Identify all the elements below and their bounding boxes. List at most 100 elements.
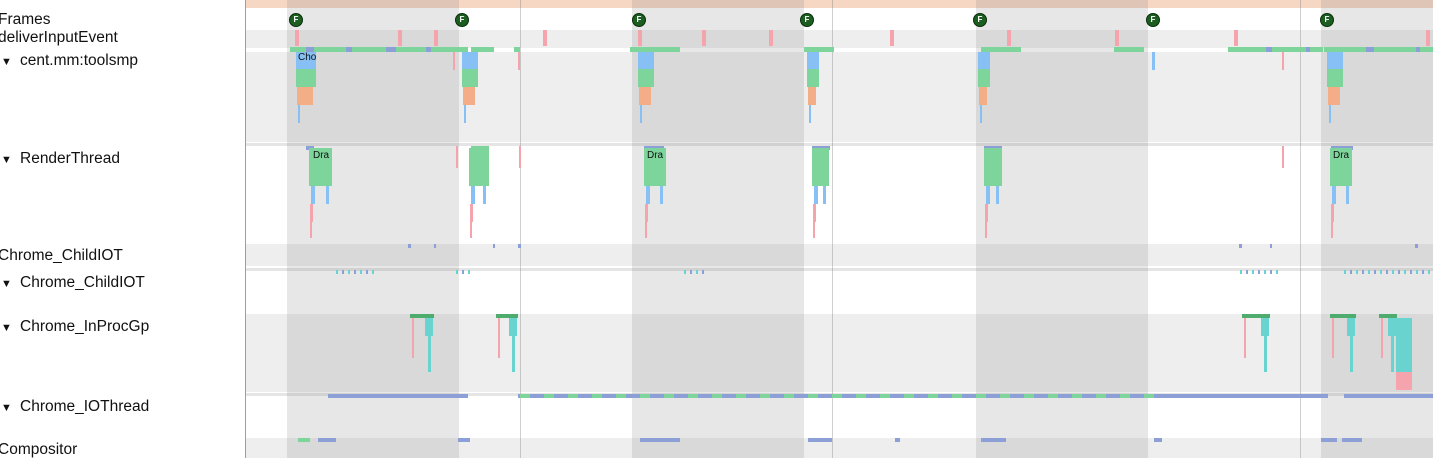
trace-slice[interactable] — [298, 105, 300, 123]
trace-slice[interactable] — [348, 270, 350, 274]
trace-slice[interactable] — [760, 394, 770, 398]
frame-marker-icon[interactable]: F — [632, 13, 646, 27]
trace-slice[interactable] — [366, 270, 368, 274]
trace-slice[interactable] — [1158, 394, 1328, 398]
trace-slice[interactable] — [890, 30, 894, 46]
trace-slice[interactable] — [895, 438, 900, 442]
trace-slice[interactable] — [1152, 52, 1155, 70]
frame-marker-icon[interactable]: F — [455, 13, 469, 27]
trace-slice[interactable] — [1342, 438, 1362, 442]
trace-slice[interactable] — [1239, 244, 1242, 248]
trace-slice[interactable] — [470, 204, 473, 222]
track-label-main-thread[interactable]: ▼ cent.mm:toolsmp — [0, 52, 138, 71]
trace-slice[interactable] — [520, 394, 530, 398]
trace-slice[interactable] — [984, 168, 1002, 186]
trace-slice[interactable] — [462, 69, 478, 87]
trace-slice[interactable] — [568, 394, 578, 398]
expand-toggle-icon[interactable]: ▼ — [1, 402, 12, 414]
trace-slice[interactable] — [812, 168, 829, 186]
trace-slice[interactable] — [1000, 394, 1010, 398]
trace-slice[interactable] — [1331, 222, 1333, 238]
trace-slice[interactable] — [1072, 394, 1082, 398]
trace-slice[interactable] — [645, 222, 647, 238]
trace-slice[interactable] — [544, 394, 554, 398]
trace-slice[interactable] — [456, 146, 458, 168]
trace-slice[interactable] — [1282, 52, 1284, 70]
trace-slice[interactable] — [1246, 270, 1248, 274]
trace-slice[interactable] — [296, 69, 316, 87]
trace-slice[interactable] — [1416, 270, 1418, 274]
trace-slice[interactable] — [981, 47, 1021, 52]
trace-slice[interactable] — [310, 222, 312, 238]
trace-slice[interactable] — [684, 270, 686, 274]
trace-slice[interactable] — [469, 148, 489, 168]
trace-slice[interactable] — [644, 168, 666, 186]
trace-slice[interactable] — [518, 52, 520, 70]
trace-slice[interactable] — [981, 438, 1006, 442]
trace-slice[interactable] — [1374, 270, 1376, 274]
trace-slice[interactable] — [616, 394, 626, 398]
trace-slice[interactable] — [986, 186, 990, 204]
trace-slice[interactable] — [712, 394, 722, 398]
trace-slice[interactable] — [592, 394, 602, 398]
trace-slice[interactable] — [493, 244, 495, 248]
trace-slice[interactable] — [832, 394, 842, 398]
trace-slice[interactable] — [462, 270, 464, 274]
trace-slice[interactable] — [880, 394, 890, 398]
trace-slice[interactable] — [297, 87, 313, 105]
trace-slice[interactable] — [996, 186, 999, 204]
trace-slice[interactable] — [976, 394, 986, 398]
trace-slice[interactable] — [311, 186, 315, 204]
track-label-iothread[interactable]: ▼ Chrome_IOThread — [0, 398, 149, 417]
trace-slice[interactable] — [1347, 318, 1355, 336]
trace-slice[interactable] — [1261, 318, 1269, 336]
trace-slice[interactable] — [1007, 30, 1011, 46]
trace-slice[interactable] — [306, 47, 314, 52]
trace-slice[interactable] — [346, 47, 352, 52]
trace-slice[interactable] — [342, 270, 344, 274]
trace-slice[interactable] — [458, 438, 470, 442]
trace-slice[interactable] — [1264, 336, 1267, 372]
trace-slice[interactable] — [434, 30, 438, 46]
trace-slice[interactable] — [434, 244, 436, 248]
trace-slice[interactable] — [310, 204, 313, 222]
trace-slice[interactable] — [463, 87, 475, 105]
trace-slice[interactable] — [640, 105, 642, 123]
trace-slice[interactable] — [769, 30, 773, 46]
trace-slice[interactable] — [813, 222, 815, 238]
trace-slice[interactable] — [1350, 336, 1353, 372]
track-label-childio[interactable]: ▼ Chrome_ChildIOT — [0, 274, 145, 293]
trace-slice[interactable] — [498, 318, 500, 358]
trace-slice[interactable] — [1228, 47, 1323, 52]
trace-slice[interactable] — [512, 336, 515, 372]
trace-slice[interactable] — [979, 87, 987, 105]
expand-toggle-icon[interactable]: ▼ — [1, 56, 12, 68]
trace-slice[interactable] — [1392, 270, 1394, 274]
expand-toggle-icon[interactable]: ▼ — [1, 154, 12, 166]
trace-slice[interactable] — [518, 244, 521, 248]
trace-slice[interactable] — [644, 148, 666, 168]
trace-slice[interactable] — [1115, 30, 1119, 46]
frame-marker-icon[interactable]: F — [289, 13, 303, 27]
track-label-inprocgpu[interactable]: ▼ Chrome_InProcGp — [0, 318, 149, 337]
trace-slice[interactable] — [690, 270, 692, 274]
trace-slice[interactable] — [784, 394, 794, 398]
trace-slice[interactable] — [812, 148, 829, 168]
trace-slice[interactable] — [1266, 47, 1272, 52]
trace-slice[interactable] — [1234, 30, 1238, 46]
trace-slice[interactable] — [1327, 52, 1343, 69]
trace-slice[interactable] — [1388, 318, 1396, 336]
trace-slice[interactable] — [856, 394, 866, 398]
frame-marker-icon[interactable]: F — [973, 13, 987, 27]
trace-slice[interactable] — [1306, 47, 1310, 52]
trace-slice[interactable] — [1344, 394, 1433, 398]
trace-slice[interactable] — [496, 314, 518, 318]
trace-slice[interactable] — [1356, 270, 1358, 274]
trace-slice[interactable] — [328, 394, 468, 398]
trace-slice[interactable] — [638, 52, 654, 69]
trace-slice[interactable] — [1366, 47, 1374, 52]
trace-slice[interactable] — [296, 52, 316, 69]
trace-slice[interactable] — [696, 270, 698, 274]
trace-slice[interactable] — [428, 336, 431, 372]
trace-slice[interactable] — [354, 270, 356, 274]
